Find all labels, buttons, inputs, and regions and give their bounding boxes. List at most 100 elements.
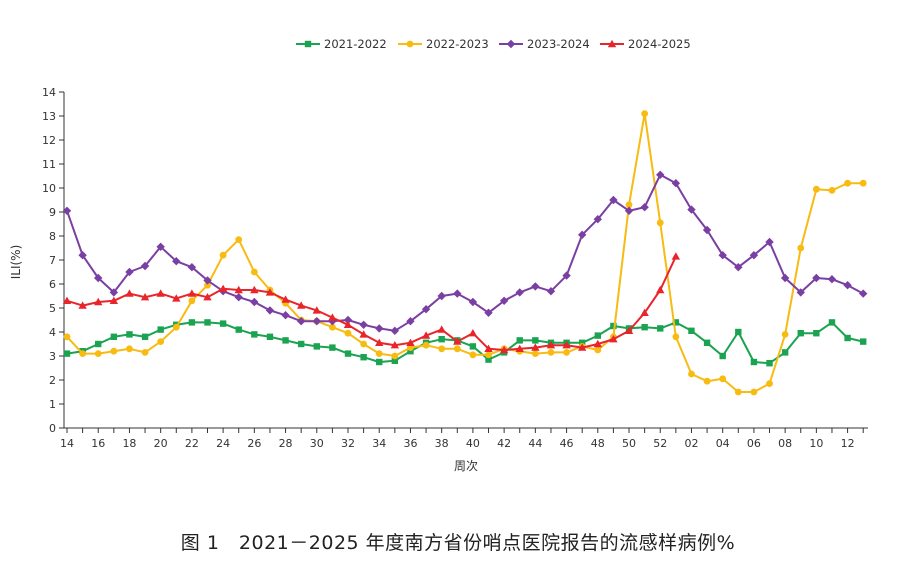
data-point [312, 306, 321, 314]
data-point [187, 289, 197, 297]
legend-label: 2022-2023 [426, 37, 489, 51]
x-tick-label: 18 [122, 437, 136, 450]
data-point [438, 345, 446, 353]
data-point [624, 206, 634, 215]
data-point [390, 341, 400, 349]
x-axis: 14 16 18 20 22 24 26 28 30 32 34 36 38 40 42 44 46 48 50 52… [60, 427, 868, 450]
data-point [827, 275, 837, 284]
data-point [296, 317, 306, 326]
data-point [781, 331, 789, 338]
data-point [297, 340, 305, 348]
legend-label: 2024-2025 [628, 37, 691, 51]
y-tick-label: 7 [49, 254, 56, 267]
data-point [312, 317, 321, 326]
data-point [188, 319, 196, 326]
data-point [282, 337, 289, 344]
data-point [578, 339, 586, 346]
ili-line-chart: 2021-2022 2022-2023 2023-2024 2024-2025 012… [9, 37, 868, 473]
data-point [750, 358, 758, 366]
data-point [375, 350, 383, 357]
data-point [532, 337, 539, 344]
data-point [78, 301, 87, 309]
data-point [593, 339, 602, 348]
data-point [359, 320, 368, 329]
data-point [531, 343, 540, 351]
data-point [110, 347, 118, 355]
x-tick-label: 24 [216, 437, 230, 450]
legend-item-2023-2024: 2023-2024 [499, 37, 590, 51]
x-tick-label: 48 [591, 437, 605, 450]
data-point [204, 281, 211, 289]
data-point [812, 185, 820, 193]
data-point [172, 323, 180, 331]
data-point [703, 339, 711, 346]
data-point [250, 297, 259, 307]
y-tick-label: 13 [42, 110, 56, 123]
data-point [157, 338, 165, 345]
y-tick-label: 1 [49, 398, 56, 411]
y-tick-label: 14 [42, 86, 56, 99]
x-tick-label: 28 [279, 437, 293, 450]
data-point [281, 311, 290, 320]
data-point [828, 187, 836, 194]
x-tick-label: 50 [622, 437, 636, 450]
data-point [94, 350, 102, 357]
legend-item-2024-2025: 2024-2025 [600, 37, 691, 51]
x-tick-label: 40 [466, 437, 480, 450]
data-point [234, 293, 243, 302]
x-tick-label: 22 [185, 437, 199, 450]
data-point [110, 333, 118, 340]
data-point [390, 326, 400, 335]
data-point [125, 289, 134, 297]
x-tick-label: 12 [841, 437, 855, 450]
data-point [469, 343, 477, 350]
x-tick-label: 20 [154, 437, 168, 450]
data-point [656, 170, 665, 179]
data-point [656, 219, 664, 227]
x-tick-label: 52 [653, 437, 667, 450]
legend-swatch-marker [506, 39, 516, 49]
series-layer [62, 110, 868, 396]
data-point [126, 331, 133, 338]
data-point [78, 251, 87, 260]
data-point [95, 340, 102, 348]
data-point [734, 388, 742, 396]
data-point [296, 301, 306, 309]
data-point [391, 352, 399, 360]
data-point [859, 179, 867, 187]
data-point [453, 289, 462, 298]
data-point [109, 288, 119, 297]
x-tick-label: 08 [778, 437, 792, 450]
y-tick-label: 5 [49, 302, 56, 315]
data-point [656, 285, 665, 294]
y-tick-label: 0 [49, 422, 56, 435]
data-point [671, 252, 681, 260]
data-point [235, 326, 242, 333]
data-point [531, 282, 540, 291]
data-point [157, 326, 164, 333]
x-tick-label: 42 [497, 437, 511, 450]
data-point [140, 261, 150, 271]
data-point [485, 356, 492, 363]
x-tick-label: 32 [341, 437, 355, 450]
data-point [218, 284, 228, 292]
y-tick-label: 3 [49, 350, 56, 363]
data-point [328, 313, 337, 321]
series-2023-2024 [62, 170, 868, 335]
data-point [360, 354, 367, 361]
data-point [499, 296, 509, 305]
data-point [344, 329, 352, 337]
data-point [624, 326, 634, 334]
data-point [406, 338, 415, 346]
data-point [593, 215, 602, 224]
series-2021-2022 [63, 319, 867, 367]
data-point [796, 288, 805, 297]
data-point [235, 236, 243, 244]
data-point [250, 285, 259, 294]
data-point [735, 328, 742, 336]
data-point [203, 276, 212, 285]
data-point [858, 289, 868, 298]
data-point [62, 206, 72, 215]
data-point [485, 351, 492, 359]
